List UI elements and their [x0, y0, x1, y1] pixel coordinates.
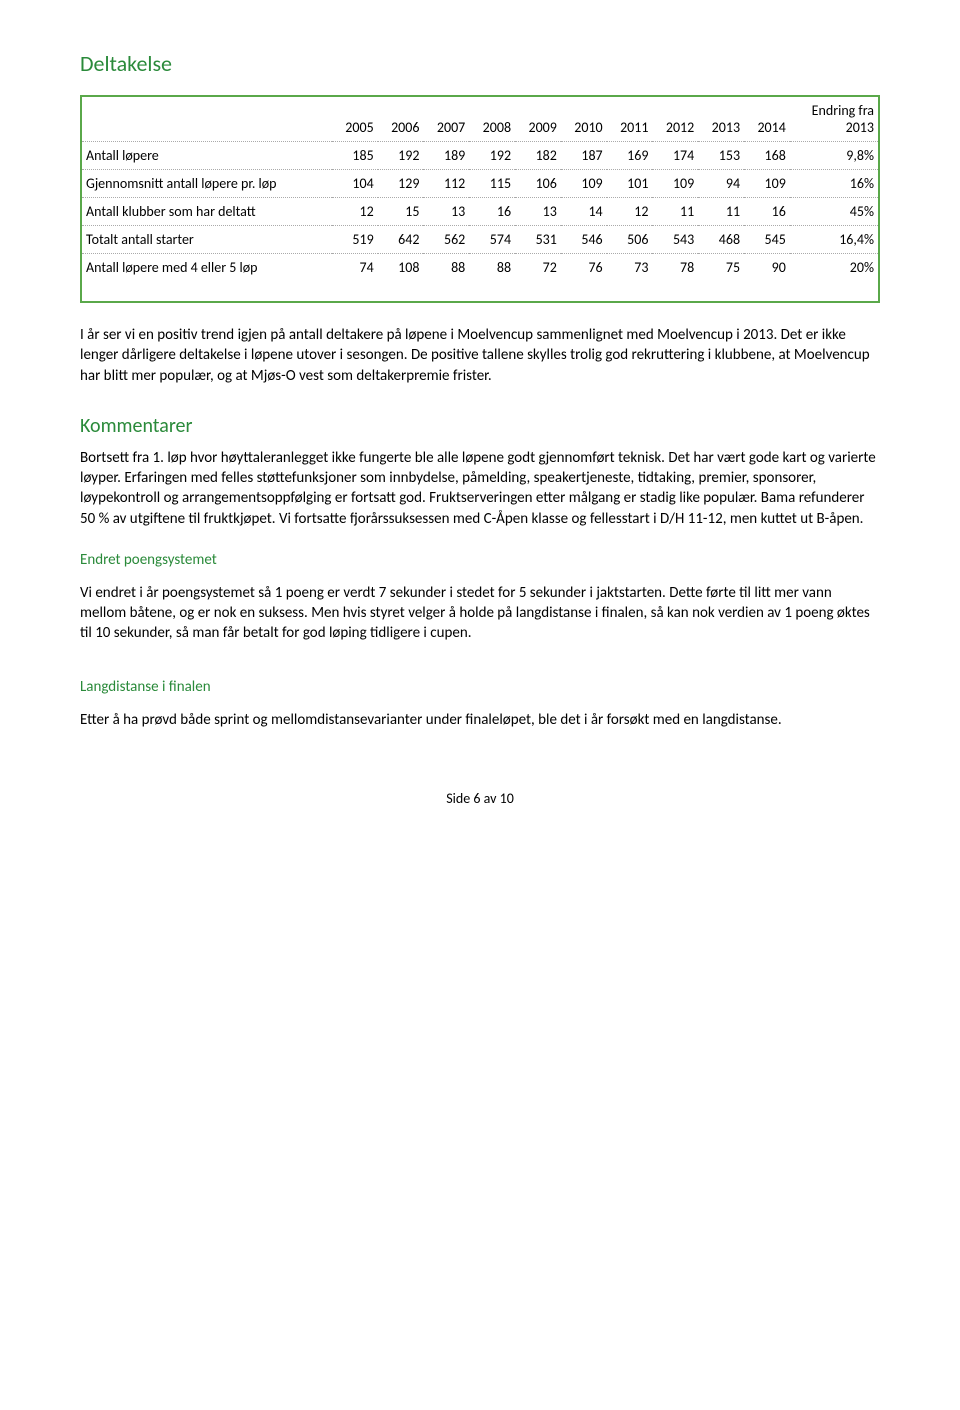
col-year: 2010: [561, 97, 607, 142]
row-label: Antall løpere: [82, 142, 332, 170]
cell: 78: [652, 254, 698, 282]
cell: 75: [698, 254, 744, 282]
cell: 12: [332, 198, 378, 226]
table-row: Antall klubber som har deltatt 12 15 13 …: [82, 198, 878, 226]
paragraph-trend: I år ser vi en positiv trend igjen på an…: [80, 325, 880, 386]
cell-change: 9,8%: [790, 142, 878, 170]
cell: 90: [744, 254, 790, 282]
table-row: Antall løpere med 4 eller 5 løp 74 108 8…: [82, 254, 878, 282]
cell: 187: [561, 142, 607, 170]
cell: 531: [515, 226, 561, 254]
cell: 106: [515, 170, 561, 198]
cell: 73: [607, 254, 653, 282]
cell: 109: [652, 170, 698, 198]
table-row: Gjennomsnitt antall løpere pr. løp 104 1…: [82, 170, 878, 198]
cell: 72: [515, 254, 561, 282]
cell: 192: [378, 142, 424, 170]
row-label: Antall løpere med 4 eller 5 løp: [82, 254, 332, 282]
col-year: 2009: [515, 97, 561, 142]
cell: 94: [698, 170, 744, 198]
cell: 189: [423, 142, 469, 170]
col-year: 2014: [744, 97, 790, 142]
cell: 168: [744, 142, 790, 170]
footer-prefix: Side: [446, 790, 473, 807]
cell: 153: [698, 142, 744, 170]
cell: 104: [332, 170, 378, 198]
cell: 574: [469, 226, 515, 254]
col-year: 2007: [423, 97, 469, 142]
cell: 545: [744, 226, 790, 254]
cell: 129: [378, 170, 424, 198]
cell-change: 45%: [790, 198, 878, 226]
cell: 192: [469, 142, 515, 170]
cell: 16: [469, 198, 515, 226]
cell-change: 16%: [790, 170, 878, 198]
cell: 468: [698, 226, 744, 254]
cell: 15: [378, 198, 424, 226]
row-label: Totalt antall starter: [82, 226, 332, 254]
cell: 76: [561, 254, 607, 282]
cell: 519: [332, 226, 378, 254]
col-change: Endring fra 2013: [790, 97, 878, 142]
cell: 13: [515, 198, 561, 226]
cell: 546: [561, 226, 607, 254]
cell: 16: [744, 198, 790, 226]
page-footer: Side 6 av 10: [80, 790, 880, 807]
cell: 562: [423, 226, 469, 254]
participation-table: 2005 2006 2007 2008 2009 2010 2011 2012 …: [82, 97, 878, 281]
cell-change: 20%: [790, 254, 878, 282]
cell: 108: [378, 254, 424, 282]
cell: 11: [698, 198, 744, 226]
subheading-langdistanse: Langdistanse i finalen: [80, 678, 880, 696]
footer-total: 10: [500, 790, 514, 807]
paragraph-langdistanse: Etter å ha prøvd både sprint og mellomdi…: [80, 710, 880, 730]
paragraph-kommentarer: Bortsett fra 1. løp hvor høyttaleranlegg…: [80, 448, 880, 529]
table-row: Totalt antall starter 519 642 562 574 53…: [82, 226, 878, 254]
table-header-row: 2005 2006 2007 2008 2009 2010 2011 2012 …: [82, 97, 878, 142]
col-year: 2013: [698, 97, 744, 142]
subheading-endret-poengsystemet: Endret poengsystemet: [80, 551, 880, 569]
cell: 12: [607, 198, 653, 226]
row-label: Gjennomsnitt antall løpere pr. løp: [82, 170, 332, 198]
col-year: 2005: [332, 97, 378, 142]
cell: 506: [607, 226, 653, 254]
section-title-kommentarer: Kommentarer: [80, 414, 880, 438]
participation-table-wrapper: 2005 2006 2007 2008 2009 2010 2011 2012 …: [80, 95, 880, 303]
cell: 11: [652, 198, 698, 226]
table-row: Antall løpere 185 192 189 192 182 187 16…: [82, 142, 878, 170]
cell: 185: [332, 142, 378, 170]
cell: 109: [561, 170, 607, 198]
cell: 112: [423, 170, 469, 198]
cell: 88: [423, 254, 469, 282]
col-year: 2006: [378, 97, 424, 142]
cell: 174: [652, 142, 698, 170]
col-year: 2011: [607, 97, 653, 142]
cell: 14: [561, 198, 607, 226]
cell: 543: [652, 226, 698, 254]
section-title-deltakelse: Deltakelse: [80, 50, 880, 77]
col-year: 2008: [469, 97, 515, 142]
cell: 109: [744, 170, 790, 198]
row-label: Antall klubber som har deltatt: [82, 198, 332, 226]
cell: 13: [423, 198, 469, 226]
cell: 88: [469, 254, 515, 282]
cell-change: 16,4%: [790, 226, 878, 254]
col-year: 2012: [652, 97, 698, 142]
cell: 115: [469, 170, 515, 198]
footer-mid: av: [480, 790, 499, 807]
cell: 169: [607, 142, 653, 170]
cell: 74: [332, 254, 378, 282]
cell: 101: [607, 170, 653, 198]
cell: 182: [515, 142, 561, 170]
cell: 642: [378, 226, 424, 254]
paragraph-endret: Vi endret i år poengsystemet så 1 poeng …: [80, 583, 880, 644]
